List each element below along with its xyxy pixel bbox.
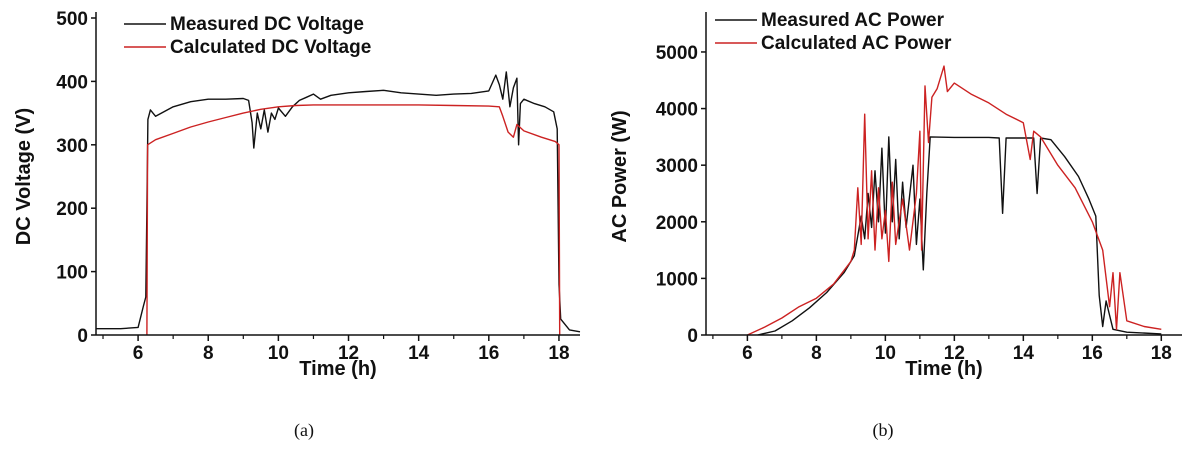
figure-caption: (b) — [873, 420, 894, 441]
series-line-measured — [96, 71, 581, 333]
figure-caption: (a) — [294, 420, 314, 441]
y-tick-label: 0 — [77, 326, 88, 347]
x-tick-label: 16 — [478, 343, 499, 364]
x-tick-label: 6 — [742, 343, 753, 364]
y-tick-label: 0 — [687, 326, 698, 347]
y-tick-label: 2000 — [656, 213, 698, 234]
x-axis-title: Time (h) — [905, 358, 982, 380]
x-tick-label: 10 — [875, 343, 896, 364]
y-tick-label: 4000 — [656, 100, 698, 121]
y-tick-label: 200 — [56, 199, 88, 220]
x-tick-label: 12 — [944, 343, 965, 364]
y-axis-title: AC Power (W) — [609, 110, 631, 242]
legend-label: Calculated AC Power — [761, 33, 952, 54]
series-line-calculated — [146, 104, 561, 336]
ac-power-chart: 0 1000 2000 3000 4000 5000 6 8 10 12 14 16 18 Time (h… — [609, 10, 1182, 441]
y-tick-label: 5000 — [656, 43, 698, 64]
y-tick-label: 300 — [56, 136, 88, 157]
series-line-measured — [757, 136, 1162, 336]
x-tick-label: 6 — [133, 343, 144, 364]
y-tick-label: 100 — [56, 263, 88, 284]
x-axis-title: Time (h) — [299, 358, 376, 380]
x-tick-label: 12 — [338, 343, 359, 364]
chart-panel-b: 0 1000 2000 3000 4000 5000 6 8 10 12 14 16 18 Time (h… — [596, 0, 1192, 445]
x-tick-label: 16 — [1082, 343, 1103, 364]
x-tick-label: 8 — [811, 343, 822, 364]
y-tick-label: 3000 — [656, 156, 698, 177]
y-tick-label: 1000 — [656, 269, 698, 290]
y-tick-label: 500 — [56, 9, 88, 30]
y-tick-label: 400 — [56, 72, 88, 93]
legend-label: Calculated DC Voltage — [170, 37, 371, 58]
x-tick-label: 18 — [548, 343, 569, 364]
dc-voltage-chart: 0 100 200 300 400 500 6 8 10 12 14 16 18 Time (h) DC V… — [13, 9, 581, 441]
legend-label: Measured DC Voltage — [170, 14, 364, 35]
series-line-calculated — [747, 65, 1162, 336]
x-tick-label: 18 — [1151, 343, 1172, 364]
x-tick-label: 14 — [1013, 343, 1035, 364]
legend-label: Measured AC Power — [761, 10, 945, 31]
chart-panel-a: 0 100 200 300 400 500 6 8 10 12 14 16 18 Time (h) DC V… — [0, 0, 596, 445]
x-tick-label: 10 — [268, 343, 289, 364]
y-axis-title: DC Voltage (V) — [13, 108, 35, 245]
x-tick-label: 8 — [203, 343, 214, 364]
x-tick-label: 14 — [408, 343, 430, 364]
